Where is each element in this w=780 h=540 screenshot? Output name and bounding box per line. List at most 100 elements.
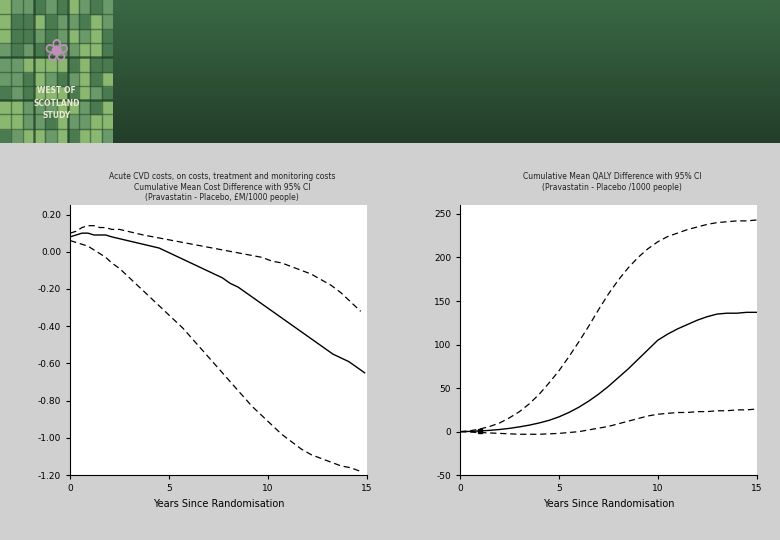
Bar xyxy=(0,15,780,19)
Bar xyxy=(79,129,90,143)
Bar xyxy=(90,129,101,143)
Bar xyxy=(0,48,780,52)
Bar xyxy=(0,71,11,86)
Bar xyxy=(0,67,780,71)
Bar xyxy=(101,29,113,43)
Bar xyxy=(34,0,45,14)
Bar xyxy=(23,129,34,143)
Bar xyxy=(0,114,780,119)
Bar xyxy=(0,96,780,100)
Bar xyxy=(0,86,780,91)
X-axis label: Years Since Randomisation: Years Since Randomisation xyxy=(543,499,674,509)
Bar xyxy=(101,43,113,57)
Bar xyxy=(45,114,56,129)
Bar xyxy=(68,29,80,43)
Bar xyxy=(11,0,23,14)
Bar xyxy=(23,57,34,71)
Bar xyxy=(45,86,56,100)
Bar xyxy=(79,29,90,43)
Bar xyxy=(90,71,101,86)
Bar xyxy=(0,10,780,14)
Bar xyxy=(45,57,56,71)
Bar xyxy=(56,43,68,57)
Bar xyxy=(101,86,113,100)
Bar xyxy=(23,43,34,57)
Bar xyxy=(23,86,34,100)
Bar xyxy=(0,81,780,86)
Bar xyxy=(56,29,68,43)
Bar xyxy=(90,86,101,100)
Bar xyxy=(90,43,101,57)
Bar xyxy=(56,15,68,29)
Bar xyxy=(11,29,23,43)
Bar xyxy=(0,71,780,76)
Bar xyxy=(68,114,80,129)
Bar xyxy=(101,71,113,86)
Bar xyxy=(90,0,101,14)
Text: Acute CVD costs, on costs, treatment and monitoring costs: Acute CVD costs, on costs, treatment and… xyxy=(109,172,335,181)
Text: Cumulative Mean QALY Difference with 95% CI: Cumulative Mean QALY Difference with 95%… xyxy=(523,172,701,181)
Bar xyxy=(0,29,780,33)
Bar xyxy=(34,71,45,86)
Bar xyxy=(11,43,23,57)
Bar xyxy=(79,15,90,29)
Bar xyxy=(79,43,90,57)
Bar xyxy=(11,114,23,129)
Bar xyxy=(0,24,780,29)
Bar xyxy=(90,29,101,43)
Bar xyxy=(0,0,11,14)
Bar xyxy=(45,100,56,114)
Bar xyxy=(68,43,80,57)
Text: WEST OF
SCOTLAND
STUDY: WEST OF SCOTLAND STUDY xyxy=(34,86,80,120)
Text: Cumulative Mean Cost Difference with 95% CI: Cumulative Mean Cost Difference with 95%… xyxy=(134,183,310,192)
Bar xyxy=(0,43,780,48)
Bar xyxy=(0,43,11,57)
Bar xyxy=(101,129,113,143)
Bar xyxy=(90,57,101,71)
Bar xyxy=(68,15,80,29)
Bar xyxy=(23,71,34,86)
Bar xyxy=(68,129,80,143)
Bar xyxy=(101,15,113,29)
Bar xyxy=(0,129,780,133)
Bar xyxy=(79,114,90,129)
Bar xyxy=(11,100,23,114)
Bar xyxy=(0,129,11,143)
Bar xyxy=(0,119,780,124)
Bar xyxy=(23,15,34,29)
Bar xyxy=(56,86,68,100)
X-axis label: Years Since Randomisation: Years Since Randomisation xyxy=(153,499,284,509)
Bar xyxy=(0,105,780,110)
Bar xyxy=(0,91,780,96)
Bar xyxy=(0,19,780,24)
Bar xyxy=(90,15,101,29)
Bar xyxy=(56,129,68,143)
Bar xyxy=(79,71,90,86)
Bar xyxy=(90,114,101,129)
Bar xyxy=(56,0,68,14)
Bar xyxy=(34,57,45,71)
Text: (Pravastatin - Placebo /1000 people): (Pravastatin - Placebo /1000 people) xyxy=(542,183,682,192)
Bar xyxy=(0,114,11,129)
Bar xyxy=(101,100,113,114)
Bar xyxy=(0,52,780,57)
Bar xyxy=(0,138,780,143)
Bar xyxy=(23,0,34,14)
Bar xyxy=(0,76,780,81)
Bar xyxy=(0,62,780,67)
Bar xyxy=(0,100,780,105)
Bar xyxy=(45,71,56,86)
Bar xyxy=(0,29,11,43)
Bar xyxy=(34,86,45,100)
Bar xyxy=(34,114,45,129)
Bar xyxy=(34,15,45,29)
Bar xyxy=(45,129,56,143)
Bar xyxy=(79,86,90,100)
Bar xyxy=(0,15,11,29)
Bar xyxy=(45,29,56,43)
Bar xyxy=(0,110,780,114)
Bar xyxy=(45,43,56,57)
Bar xyxy=(0,0,780,5)
Bar xyxy=(68,86,80,100)
Bar xyxy=(79,57,90,71)
